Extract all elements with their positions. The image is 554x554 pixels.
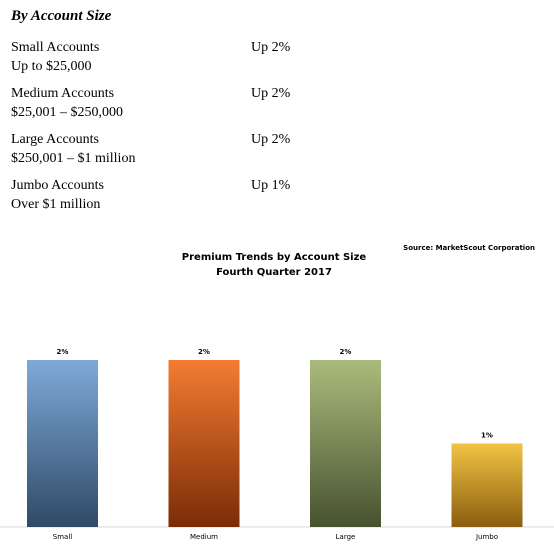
account-range: $250,001 – $1 million	[11, 151, 136, 166]
account-change: Up 2%	[251, 40, 291, 55]
value-label: 1%	[481, 432, 493, 440]
x-tick-label: Small	[53, 533, 72, 541]
account-change: Up 2%	[251, 132, 291, 147]
account-range: $25,001 – $250,000	[11, 105, 123, 120]
account-name: Small Accounts	[11, 40, 100, 55]
account-name: Large Accounts	[11, 132, 99, 147]
value-label: 2%	[57, 348, 69, 356]
section-heading: By Account Size	[11, 8, 112, 24]
bar	[451, 443, 523, 527]
bar	[168, 360, 240, 527]
account-range: Over $1 million	[11, 197, 101, 212]
x-tick-label: Large	[336, 533, 356, 541]
value-label: 2%	[340, 348, 352, 356]
account-change: Up 1%	[251, 178, 291, 193]
chart-subtitle: Fourth Quarter 2017	[216, 267, 332, 278]
account-name: Medium Accounts	[11, 86, 115, 101]
account-name: Jumbo Accounts	[11, 178, 104, 193]
account-change: Up 2%	[251, 86, 291, 101]
bar	[27, 360, 98, 527]
chart-source: Source: MarketScout Corporation	[403, 244, 535, 252]
chart-title: Premium Trends by Account Size	[182, 252, 367, 263]
chart: Source: MarketScout Corporation Premium …	[0, 244, 554, 541]
x-tick-label: Jumbo	[475, 533, 498, 541]
x-tick-label: Medium	[190, 533, 218, 541]
account-range: Up to $25,000	[11, 59, 92, 74]
value-label: 2%	[198, 348, 210, 356]
bar	[310, 360, 381, 527]
